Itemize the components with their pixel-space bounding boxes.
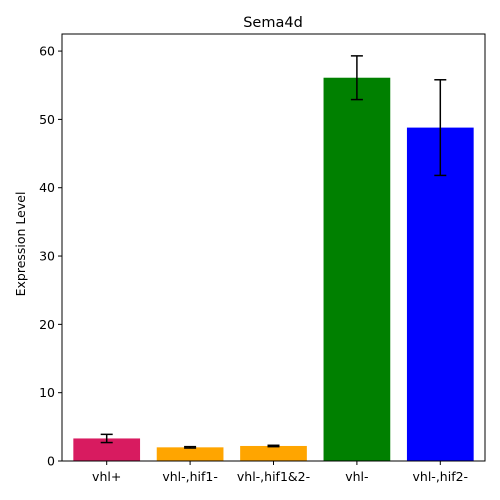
axes-frame <box>61 33 486 462</box>
y-tick-label: 60 <box>39 44 55 59</box>
bar <box>406 127 474 462</box>
error-bar <box>350 55 363 101</box>
x-tick-label: vhl- <box>345 469 368 484</box>
y-tick-label: 40 <box>39 180 55 195</box>
error-bar <box>434 79 447 177</box>
y-tick-label: 0 <box>47 454 55 469</box>
y-tick-label: 10 <box>39 385 55 400</box>
y-tick-label: 20 <box>39 317 55 332</box>
bar <box>323 77 391 462</box>
bar <box>156 447 224 461</box>
error-bar <box>184 445 197 449</box>
bar <box>240 445 307 461</box>
x-tick-label: vhl-,hif2- <box>413 469 469 484</box>
y-tick-label: 30 <box>39 249 55 264</box>
y-axis-label: Expression Level <box>13 192 28 297</box>
y-tick-label: 50 <box>39 112 55 127</box>
x-tick-label: vhl-,hif1&2- <box>237 469 310 484</box>
x-tick-label: vhl+ <box>92 469 121 484</box>
chart-title: Sema4d <box>243 15 303 31</box>
error-bar <box>267 444 280 448</box>
plot-area: 0 10 20 30 40 50 60 vhl+ vhl-,hif1- vhl-,hif1&2- v… <box>39 44 474 484</box>
error-bar <box>100 433 113 444</box>
x-tick-label: vhl-,hif1- <box>162 469 218 484</box>
bar <box>73 438 141 461</box>
